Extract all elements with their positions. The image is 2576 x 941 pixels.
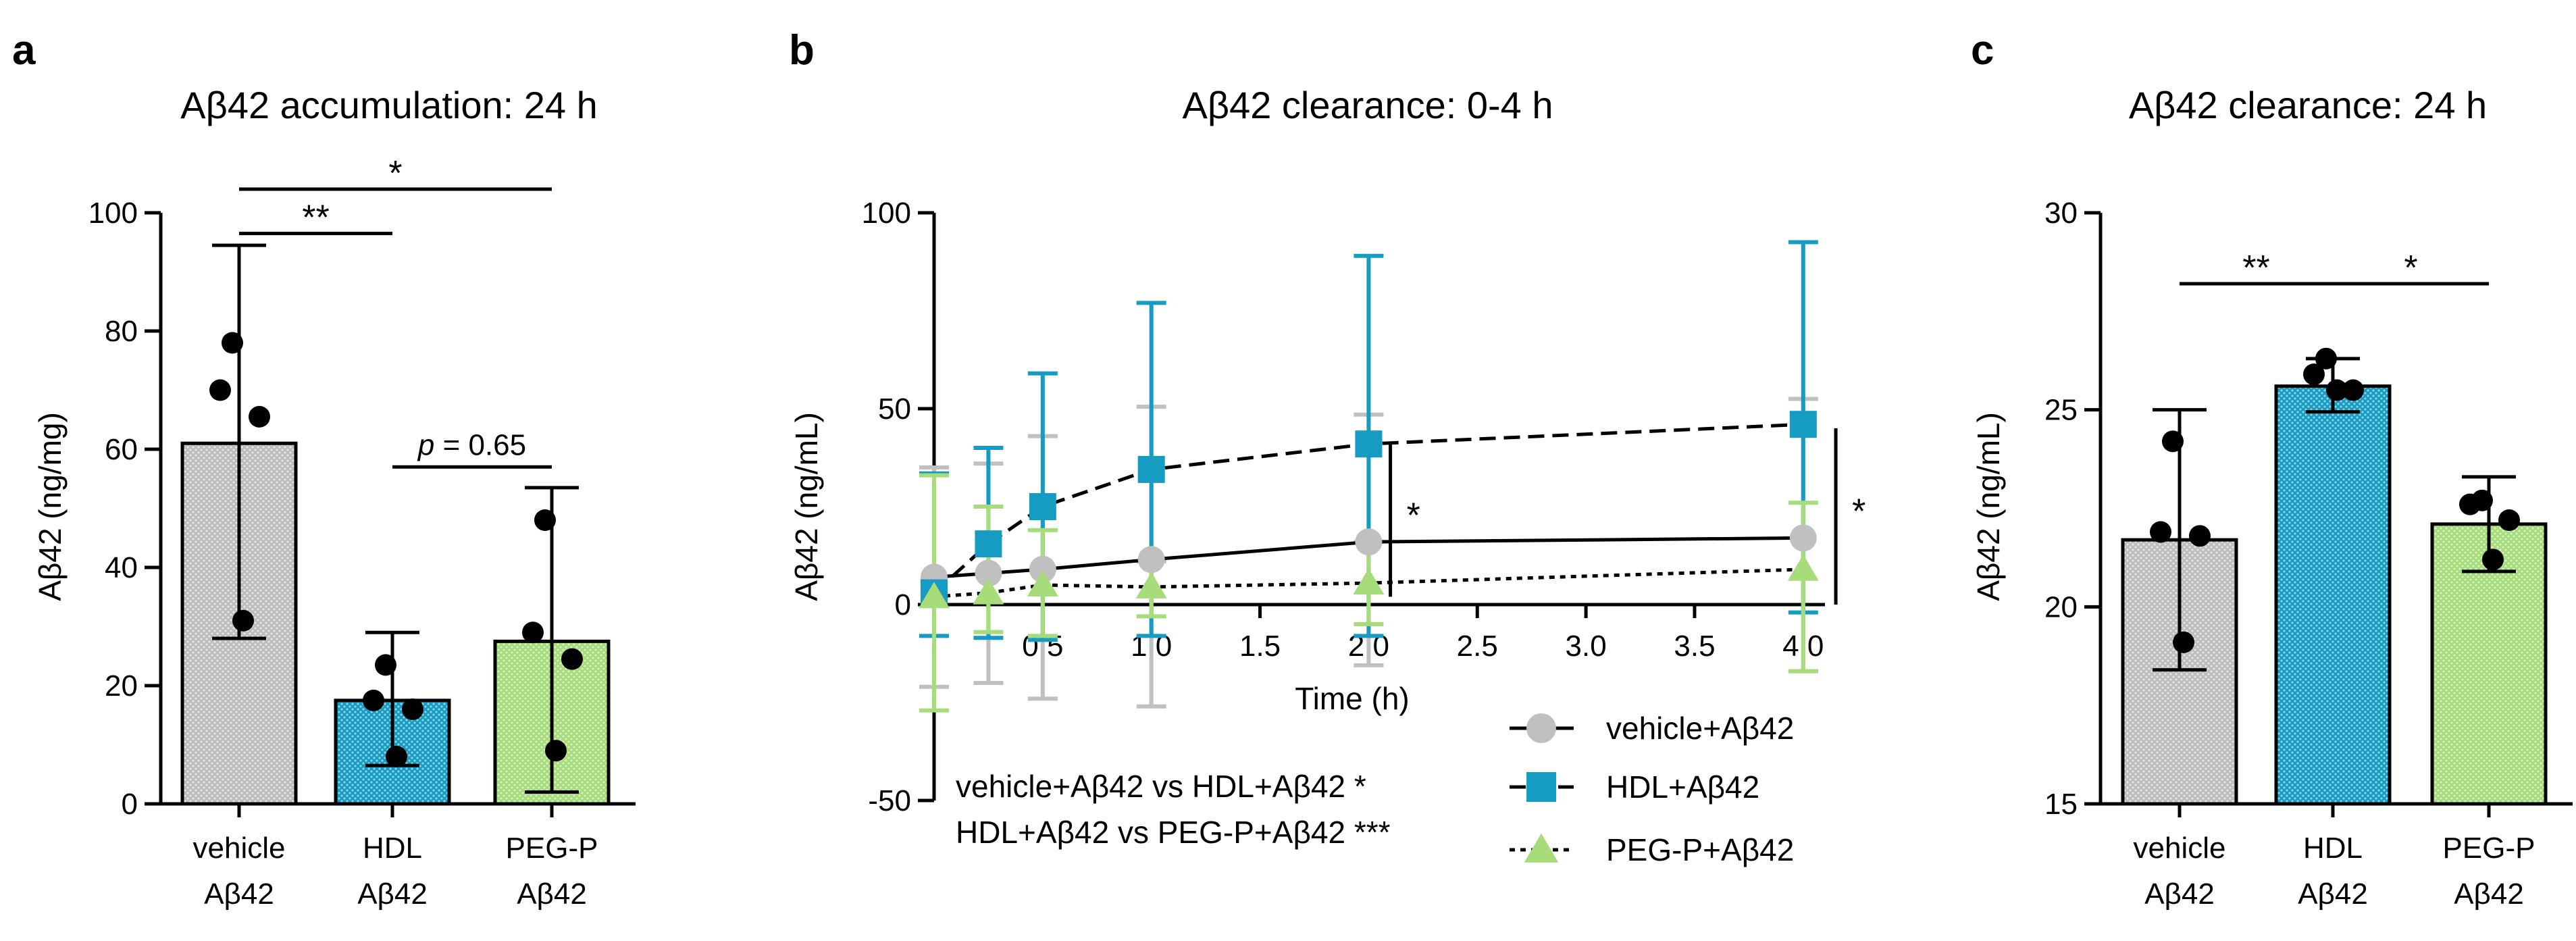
comparison-note-1: vehicle+Aβ42 vs HDL+Aβ42 *: [956, 769, 1366, 804]
x-tick-label: 2.5: [1457, 630, 1498, 663]
panel-letter-c: c: [1971, 27, 1994, 74]
data-point: [975, 530, 1002, 558]
data-point: [2189, 525, 2211, 547]
data-point: [1789, 411, 1817, 438]
data-point: [386, 746, 407, 767]
data-point: [2342, 379, 2364, 401]
data-point: [1787, 554, 1819, 581]
x-tick-label: HDL: [2303, 832, 2363, 865]
data-point: [363, 689, 384, 711]
significance-label: *: [388, 154, 402, 193]
x-tick-label: Aβ42: [357, 878, 428, 911]
y-tick-label: 50: [878, 392, 911, 426]
data-point: [249, 405, 270, 428]
significance-label: *: [2404, 249, 2417, 288]
x-tick-label: Aβ42: [2298, 878, 2368, 911]
data-point: [1526, 772, 1556, 802]
data-point: [209, 379, 231, 401]
y-tick-label: 100: [88, 197, 138, 230]
chart-title-b: Aβ42 clearance: 0-4 h: [1183, 84, 1553, 126]
y-tick-label: 15: [2044, 788, 2078, 821]
data-point: [2150, 521, 2171, 543]
x-tick-label: vehicle: [193, 832, 286, 865]
y-axis-title-a: Aβ42 (ng/mg): [32, 412, 68, 601]
significance-label: **: [2242, 249, 2269, 288]
x-tick-label: HDL: [363, 832, 422, 865]
chart-title-a: Aβ42 accumulation: 24 h: [180, 84, 597, 126]
x-tick-label: vehicle: [2134, 832, 2226, 865]
x-tick-label: 3.5: [1674, 630, 1715, 663]
y-tick-label: 40: [105, 551, 138, 584]
y-tick-label: 0: [122, 788, 138, 821]
data-point: [1027, 570, 1058, 596]
data-point: [522, 621, 544, 644]
data-point: [975, 559, 1002, 587]
data-point: [1524, 833, 1559, 863]
data-point: [2173, 631, 2194, 653]
data-point: [1137, 546, 1165, 574]
y-tick-label: 80: [105, 315, 138, 348]
significance-label: *: [1407, 496, 1420, 535]
x-tick-label: PEG-P: [2443, 832, 2535, 865]
y-axis-title-b: Aβ42 (ng/mL): [789, 412, 824, 601]
data-point: [2162, 430, 2184, 453]
bar: [2274, 384, 2392, 806]
data-point: [2482, 549, 2504, 571]
panel-a: 0 20 40 60 80 100 vehicle Aβ42 HDL Aβ42 PEG-P Aβ42 *…: [88, 154, 636, 911]
y-tick-label: 20: [2044, 590, 2078, 624]
x-tick-label: Aβ42: [2454, 878, 2524, 911]
x-tick-label: PEG-P: [506, 832, 598, 865]
x-axis-title-b: Time (h): [1295, 681, 1410, 716]
y-tick-label: 100: [862, 197, 911, 230]
chart-title-c: Aβ42 clearance: 24 h: [2129, 84, 2487, 126]
panel-letter-b: b: [789, 27, 815, 74]
y-tick-label: -50: [868, 784, 911, 817]
y-tick-label: 20: [105, 669, 138, 703]
legend-label: HDL+Aβ42: [1606, 769, 1759, 805]
data-point: [1353, 568, 1385, 595]
y-tick-label: 60: [105, 433, 138, 466]
data-point: [973, 578, 1004, 605]
data-point: [534, 509, 556, 531]
data-point: [1355, 528, 1383, 556]
panel-letter-a: a: [12, 27, 36, 74]
y-tick-label: 30: [2044, 197, 2078, 230]
data-point: [2459, 493, 2481, 515]
data-point: [232, 609, 254, 632]
data-point: [919, 582, 950, 609]
comparison-note-2: HDL+Aβ42 vs PEG-P+Aβ42 ***: [956, 815, 1391, 850]
data-point: [222, 332, 243, 354]
significance-label: p = 0.65: [417, 428, 526, 461]
data-point: [1355, 430, 1383, 458]
legend-label: vehicle+Aβ42: [1606, 711, 1794, 746]
data-point: [2498, 509, 2520, 531]
data-point: [1029, 493, 1056, 520]
data-point: [2303, 363, 2325, 386]
data-point: [2326, 379, 2348, 401]
data-point: [375, 654, 396, 676]
data-point: [1137, 455, 1165, 483]
y-tick-label: 0: [895, 588, 911, 621]
data-point: [1029, 555, 1056, 583]
significance-label: *: [1852, 492, 1865, 532]
data-point: [1789, 524, 1817, 552]
x-tick-label: 3.0: [1566, 630, 1607, 663]
significance-label: **: [302, 199, 329, 238]
y-tick-label: 25: [2044, 394, 2078, 427]
data-point: [402, 698, 423, 720]
data-point: [1526, 713, 1556, 743]
data-point: [2315, 347, 2337, 370]
x-tick-label: Aβ42: [517, 878, 587, 911]
x-tick-label: Aβ42: [2144, 878, 2215, 911]
x-tick-label: 1.5: [1239, 630, 1281, 663]
y-axis-title-c: Aβ42 (ng/mL): [1971, 412, 2006, 601]
data-point: [561, 648, 583, 670]
x-tick-label: Aβ42: [204, 878, 274, 911]
data-point: [545, 740, 567, 762]
data-point: [1135, 571, 1167, 599]
legend-label: PEG-P+Aβ42: [1606, 832, 1794, 867]
